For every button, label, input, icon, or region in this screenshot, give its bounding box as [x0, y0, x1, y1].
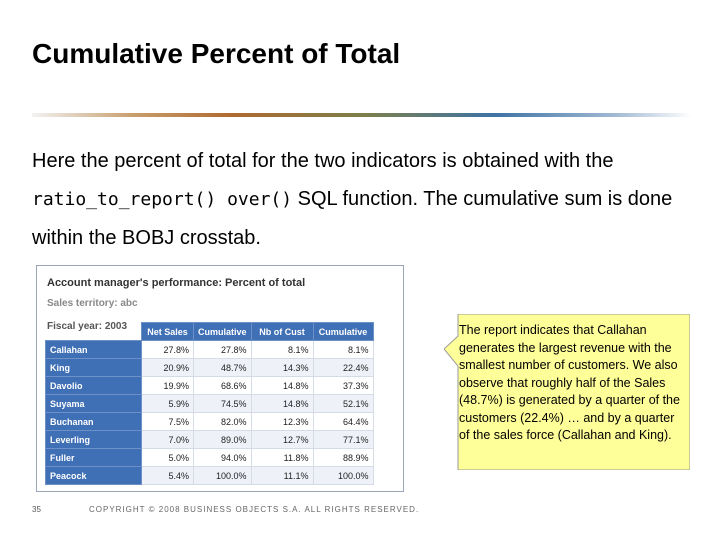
report-subtitle: Sales territory: abc: [47, 298, 138, 309]
table-cell: 11.8%: [250, 448, 314, 467]
row-header: Buchanan: [45, 412, 142, 431]
table-row: Fuller 5.0% 94.0% 11.8% 88.9%: [45, 448, 374, 467]
table-cell: 89.0%: [193, 430, 252, 449]
row-header: Callahan: [45, 340, 142, 359]
table-cell: 14.3%: [250, 358, 314, 377]
column-header-net-sales: Net Sales: [141, 322, 194, 341]
column-header-nb-of-cust: Nb of Cust: [250, 322, 314, 341]
table-cell: 19.9%: [141, 376, 194, 395]
table-row: Davolio 19.9% 68.6% 14.8% 37.3%: [45, 376, 374, 395]
table-cell: 8.1%: [312, 340, 374, 359]
row-header: Davolio: [45, 376, 142, 395]
page-number: 35: [32, 505, 41, 514]
callout-shape: [444, 314, 690, 470]
table-cell: 48.7%: [193, 358, 252, 377]
table-cell: 5.9%: [141, 394, 194, 413]
table-cell: 14.8%: [250, 376, 314, 395]
table-cell: 22.4%: [312, 358, 374, 377]
row-header: King: [45, 358, 142, 377]
crosstab-header-row: Net Sales Cumulative Nb of Cust Cumulati…: [46, 322, 374, 341]
slide-title: Cumulative Percent of Total: [32, 38, 401, 69]
row-header: Leverling: [45, 430, 142, 449]
callout-pointer-box: [444, 314, 690, 470]
table-cell: 11.1%: [250, 466, 314, 485]
table-cell: 37.3%: [312, 376, 374, 395]
column-header-cumulative-cust: Cumulative: [312, 322, 374, 341]
table-cell: 7.0%: [141, 430, 194, 449]
sql-function-code: ratio_to_report() over(): [32, 189, 293, 210]
table-cell: 5.0%: [141, 448, 194, 467]
table-cell: 8.1%: [250, 340, 314, 359]
table-cell: 100.0%: [193, 466, 252, 485]
table-cell: 27.8%: [141, 340, 194, 359]
table-cell: 100.0%: [312, 466, 374, 485]
copyright-notice: COPYRIGHT © 2008 BUSINESS OBJECTS S.A. A…: [89, 505, 420, 514]
column-header-cumulative-sales: Cumulative: [193, 322, 252, 341]
table-cell: 52.1%: [312, 394, 374, 413]
table-cell: 27.8%: [193, 340, 252, 359]
crosstab-table: Net Sales Cumulative Nb of Cust Cumulati…: [45, 322, 374, 485]
table-cell: 5.4%: [141, 466, 194, 485]
report-screenshot: Account manager's performance: Percent o…: [36, 265, 404, 492]
callout-bubble: [444, 314, 690, 470]
table-cell: 82.0%: [193, 412, 252, 431]
row-header: Peacock: [45, 466, 142, 485]
table-row: King 20.9% 48.7% 14.3% 22.4%: [45, 358, 374, 377]
table-cell: 64.4%: [312, 412, 374, 431]
table-cell: 88.9%: [312, 448, 374, 467]
table-cell: 94.0%: [193, 448, 252, 467]
report-title: Account manager's performance: Percent o…: [47, 277, 306, 289]
fiscal-year-label: Fiscal year: 2003: [47, 321, 128, 332]
body-text-part-2: SQL function. The cumulative sum is done…: [32, 188, 673, 249]
table-row: Leverling 7.0% 89.0% 12.7% 77.1%: [45, 430, 374, 449]
table-row: Buchanan 7.5% 82.0% 12.3% 64.4%: [45, 412, 374, 431]
body-text: Here the percent of total for the two in…: [32, 142, 692, 257]
callout-text: The report indicates that Callahan gener…: [459, 323, 680, 442]
table-row: Suyama 5.9% 74.5% 14.8% 52.1%: [45, 394, 374, 413]
table-cell: 12.3%: [250, 412, 314, 431]
table-row: Callahan 27.8% 27.8% 8.1% 8.1%: [45, 340, 374, 359]
table-cell: 7.5%: [141, 412, 194, 431]
body-text-part-1: Here the percent of total for the two in…: [32, 150, 614, 172]
table-cell: 12.7%: [250, 430, 314, 449]
table-cell: 68.6%: [193, 376, 252, 395]
title-divider: [32, 113, 692, 117]
table-cell: 20.9%: [141, 358, 194, 377]
table-row: Peacock 5.4% 100.0% 11.1% 100.0%: [45, 466, 374, 485]
row-header: Fuller: [45, 448, 142, 467]
row-header: Suyama: [45, 394, 142, 413]
table-cell: 14.8%: [250, 394, 314, 413]
table-cell: 74.5%: [193, 394, 252, 413]
table-cell: 77.1%: [312, 430, 374, 449]
crosstab-corner: [46, 323, 142, 341]
